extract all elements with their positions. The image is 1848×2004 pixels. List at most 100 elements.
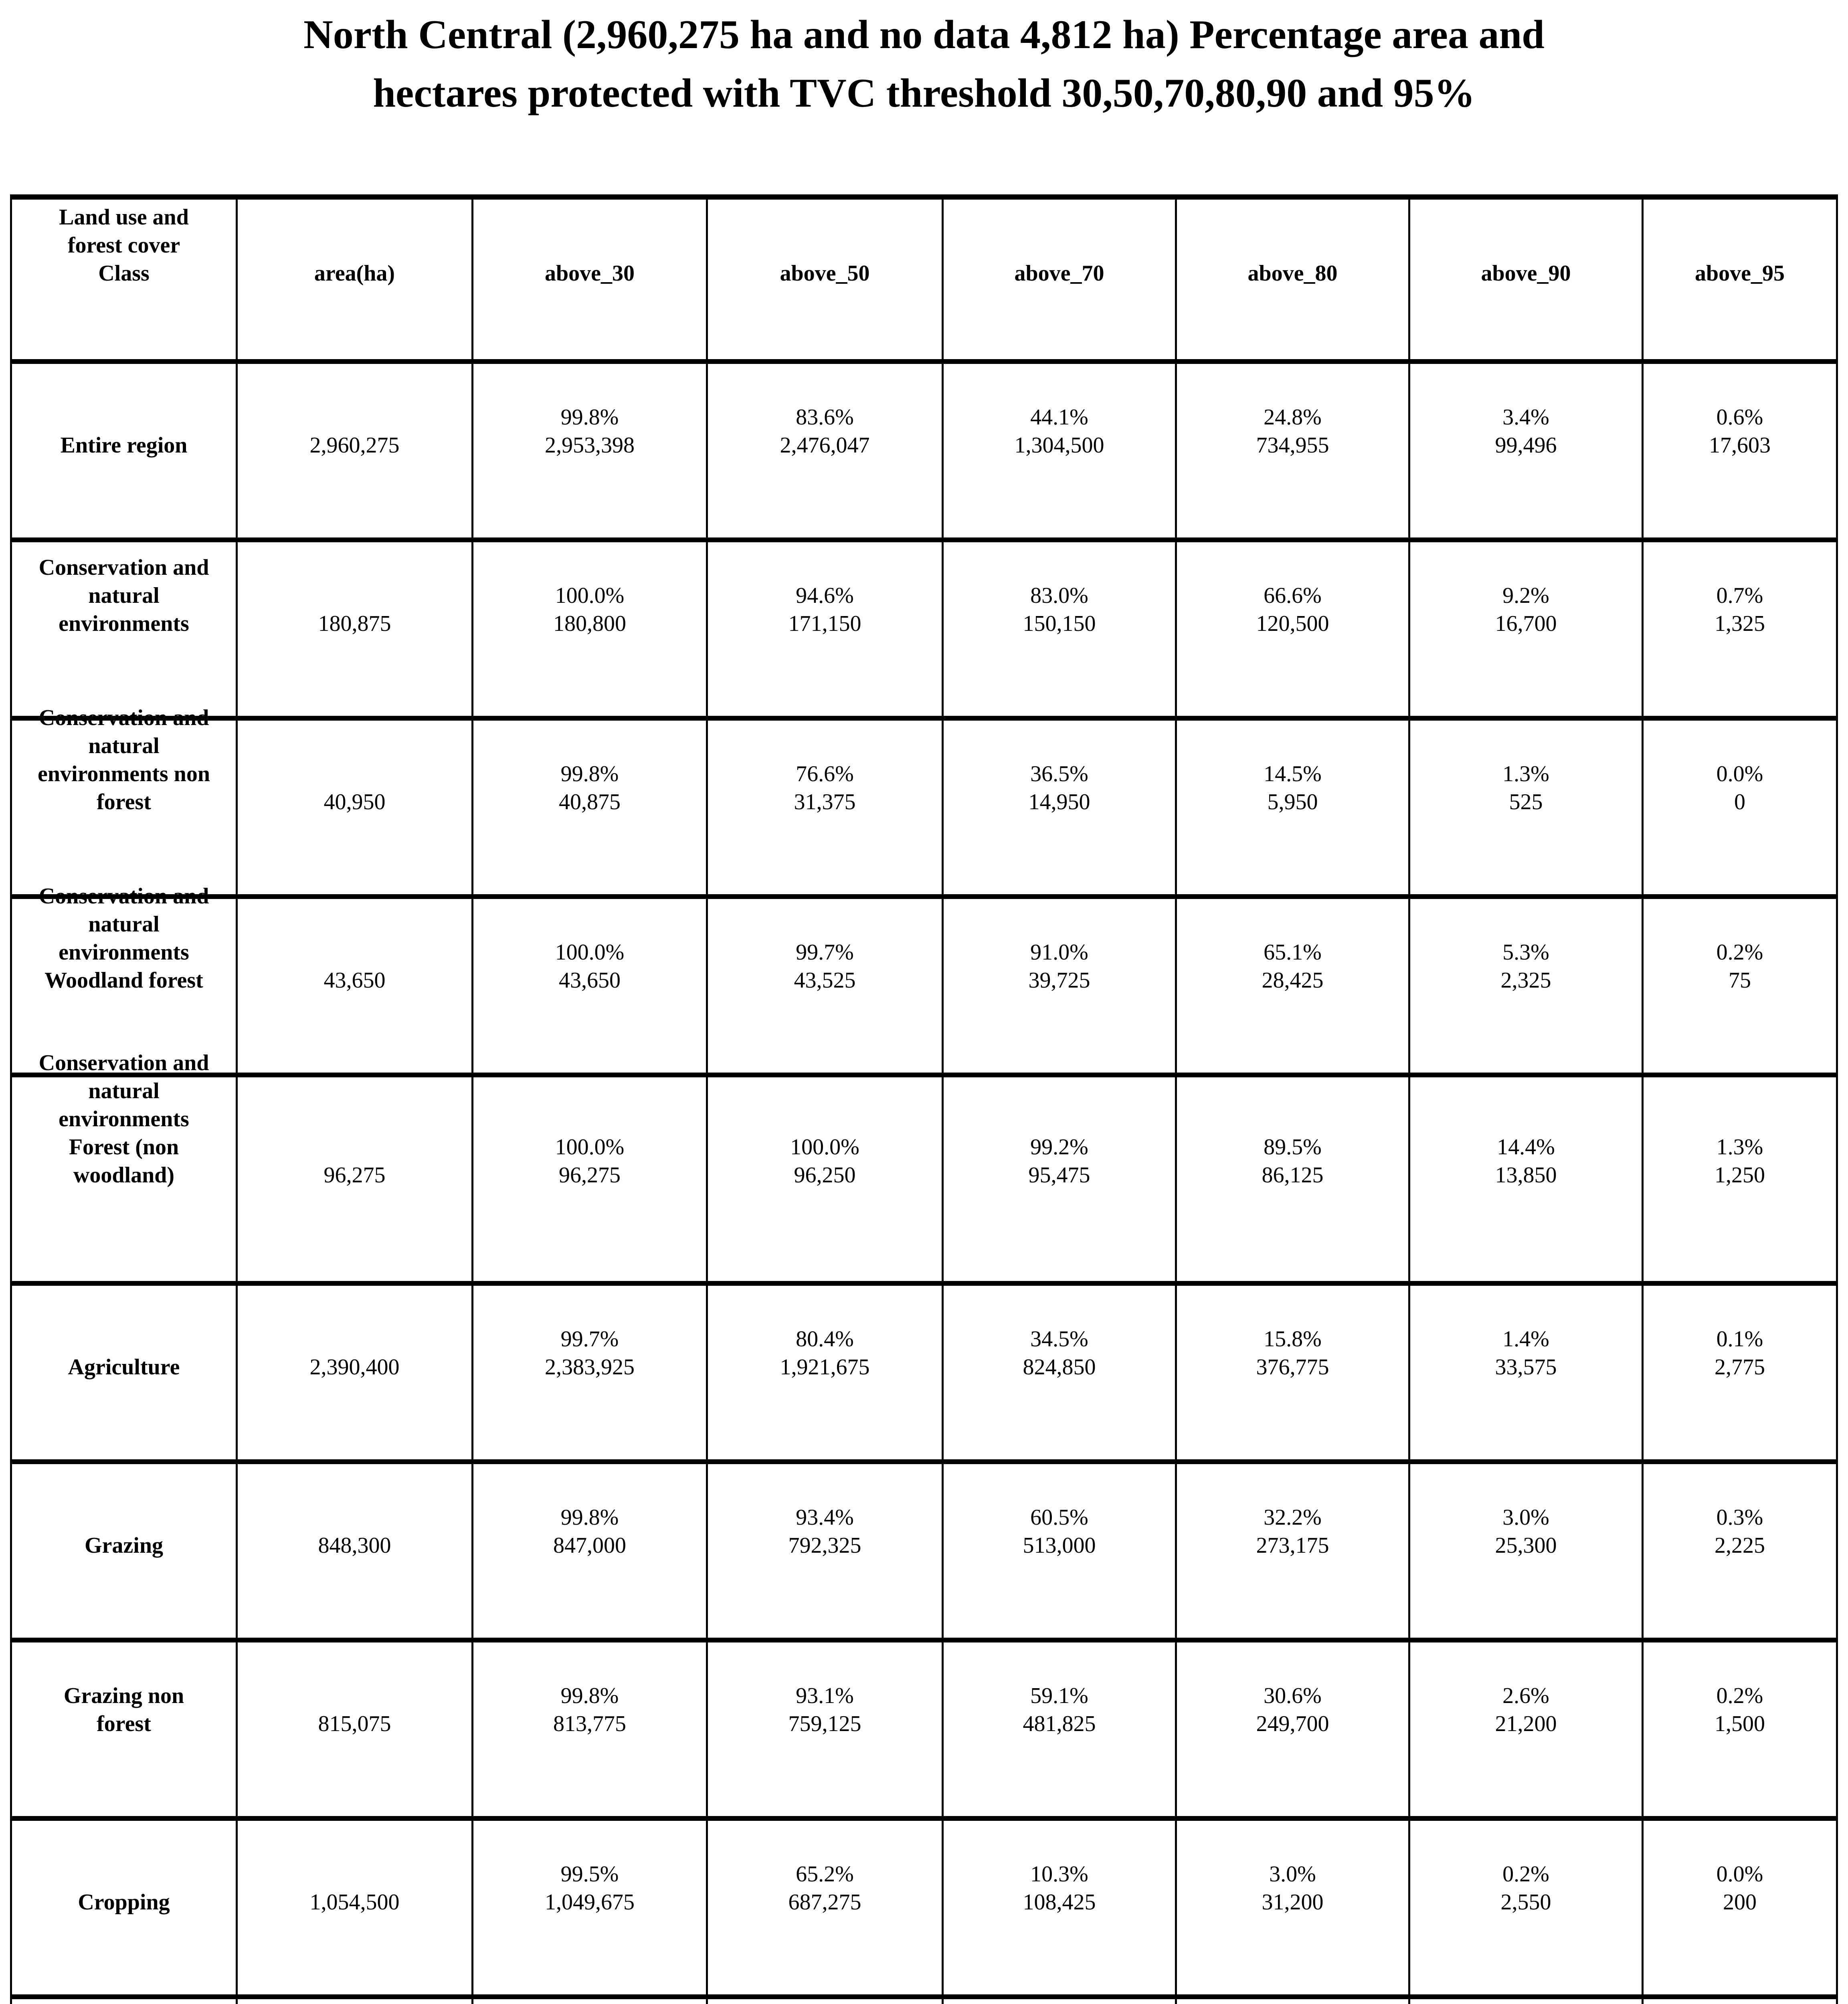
value-cell: 83.0% 150,150	[942, 537, 1175, 716]
value-cell: 65.2% 687,275	[706, 1816, 942, 1994]
percent-value: 0.2%	[1502, 1862, 1549, 1887]
percent-value: 1.4%	[1502, 1327, 1549, 1352]
hectares-value: 481,825	[1023, 1711, 1096, 1737]
area-cell: 2,960,275	[236, 359, 471, 537]
hectares-value: 95,475	[1028, 1163, 1090, 1188]
percent-value: 30.6%	[1264, 1683, 1322, 1709]
value-cell: 99.8% 2,953,398	[471, 359, 706, 537]
hectares-value: 5,950	[1267, 790, 1318, 815]
hectares-value: 1,049,675	[545, 1890, 635, 1915]
column-header-line: forest cover	[67, 232, 180, 258]
value-cell: 89.5% 86,125	[1175, 1073, 1408, 1281]
hectares-value: 31,375	[794, 790, 856, 815]
percent-value: 2.6%	[1502, 1683, 1549, 1709]
percent-value: 1.3%	[1716, 1135, 1763, 1160]
percent-value: 15.8%	[1264, 1327, 1322, 1352]
row-label-line: environments non	[38, 762, 210, 787]
hectares-value: 200	[1723, 1890, 1757, 1915]
percent-value: 83.0%	[1030, 583, 1088, 608]
row-label-line: natural	[88, 583, 160, 608]
hectares-value: 25,300	[1495, 1533, 1557, 1558]
percent-value: 14.4%	[1497, 1135, 1555, 1160]
value-cell: 30.6% 249,700	[1175, 1638, 1408, 1816]
hectares-value: 813,775	[553, 1711, 626, 1737]
row-label-line: Conservation and	[38, 884, 209, 909]
value-cell: 99.7% 2,383,925	[471, 1281, 706, 1459]
area-value: 180,875	[318, 611, 391, 636]
hectares-value: 108,425	[1023, 1890, 1096, 1915]
value-cell: 100.0% 180,800	[471, 537, 706, 716]
percent-value: 93.1%	[796, 1683, 854, 1709]
percent-value: 0.0%	[1716, 762, 1763, 787]
column-header: above_30	[471, 200, 706, 359]
area-value: 848,300	[318, 1533, 391, 1558]
value-cell: 24.8% 734,955	[1175, 359, 1408, 537]
value-cell: 0.7% 1,325	[1642, 537, 1836, 716]
value-cell: 99.5% 1,049,675	[471, 1816, 706, 1994]
area-value: 96,275	[324, 1163, 386, 1188]
value-cell: 0.1%325	[1642, 1994, 1836, 2004]
value-cell: 10.3% 108,425	[942, 1816, 1175, 1994]
hectares-value: 759,125	[788, 1711, 861, 1737]
hectares-value: 249,700	[1256, 1711, 1329, 1737]
hectares-value: 1,304,500	[1014, 433, 1104, 458]
value-cell: 0.2% 2,550	[1408, 1816, 1642, 1994]
percent-value: 0.2%	[1716, 940, 1763, 965]
value-cell: 1.1%5,300	[1408, 1994, 1642, 2004]
hectares-value: 824,850	[1023, 1355, 1096, 1380]
hectares-value: 273,175	[1256, 1533, 1329, 1558]
area-cell: 96,275	[236, 1073, 471, 1281]
hectares-value: 1,250	[1715, 1163, 1765, 1188]
value-cell: 93.4% 792,325	[706, 1459, 942, 1638]
hectares-value: 16,700	[1495, 611, 1557, 636]
hectares-value: 43,650	[559, 968, 621, 993]
column-header: above_90	[1408, 200, 1642, 359]
value-cell: 1.4% 33,575	[1408, 1281, 1642, 1459]
percent-value: 99.7%	[560, 1327, 619, 1352]
value-cell: 66.6% 120,500	[1175, 537, 1408, 716]
column-header: above_70	[942, 200, 1175, 359]
row-label: Conservation and natural environments Fores…	[12, 1050, 236, 1281]
value-cell: 9.2% 16,700	[1408, 537, 1642, 716]
row-label-line: Conservation and	[38, 1050, 209, 1076]
column-header: above_80	[1175, 200, 1408, 359]
percent-value: 0.6%	[1716, 405, 1763, 430]
percent-value: 14.5%	[1264, 762, 1322, 787]
value-cell: 99.8% 40,875	[471, 716, 706, 894]
value-cell: 15.8% 376,775	[1175, 1281, 1408, 1459]
value-cell: 91.0% 39,725	[942, 894, 1175, 1073]
value-cell: 0.3% 2,225	[1642, 1459, 1836, 1638]
column-header-text: above_50	[780, 261, 870, 286]
percent-value: 44.1%	[1030, 405, 1088, 430]
hectares-value: 14,950	[1028, 790, 1090, 815]
column-header-text: above_30	[545, 261, 635, 286]
percent-value: 99.5%	[560, 1862, 619, 1887]
row-label-line: natural	[88, 1079, 160, 1104]
percent-value: 0.0%	[1716, 1862, 1763, 1887]
hectares-value: 43,525	[794, 968, 856, 993]
hectares-value: 120,500	[1256, 611, 1329, 636]
value-cell: 3.4% 99,496	[1408, 359, 1642, 537]
column-header: above_50	[706, 200, 942, 359]
hectares-value: 2,550	[1500, 1890, 1551, 1915]
hectares-value: 2,325	[1500, 968, 1551, 993]
area-value: 40,950	[324, 790, 386, 815]
hectares-value: 2,775	[1715, 1355, 1765, 1380]
column-header-text: above_90	[1481, 261, 1571, 286]
hectares-value: 2,225	[1715, 1533, 1765, 1558]
value-cell: 14.4% 13,850	[1408, 1073, 1642, 1281]
hectares-value: 86,125	[1262, 1163, 1324, 1188]
area-cell: 476,550	[236, 1994, 471, 2004]
row-label-line: natural	[88, 912, 160, 937]
column-header-line: Land use and	[59, 204, 189, 230]
value-cell: 100.0% 43,650	[471, 894, 706, 1073]
hectares-value: 39,725	[1028, 968, 1090, 993]
value-cell: 5.3% 2,325	[1408, 894, 1642, 1073]
row-label-line: environments	[59, 1107, 189, 1132]
row-label-line: Woodland forest	[44, 968, 203, 993]
percent-value: 65.1%	[1264, 940, 1322, 965]
value-cell: 1.3% 1,250	[1642, 1073, 1836, 1281]
percent-value: 24.8%	[1264, 405, 1322, 430]
hectares-value: 376,775	[1256, 1355, 1329, 1380]
hectares-value: 1,921,675	[780, 1355, 870, 1380]
